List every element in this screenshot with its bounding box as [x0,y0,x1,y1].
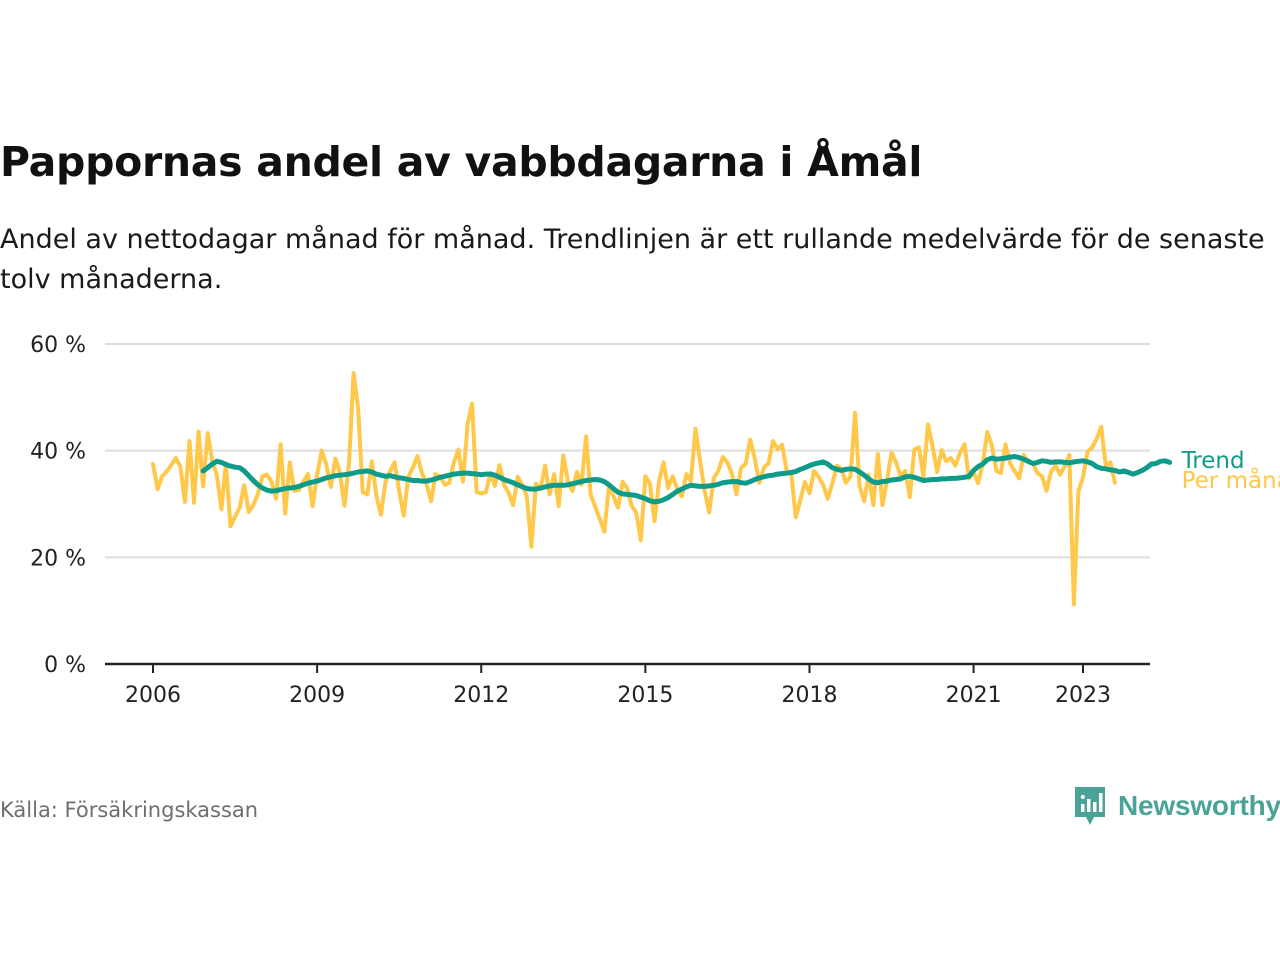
x-tick-label: 2006 [125,683,181,708]
chart-title: Pappornas andel av vabbdagarna i Åmål [0,138,923,186]
y-tick-label: 0 % [44,653,86,678]
series-line-monthly [151,371,1117,607]
y-tick-label: 20 % [30,546,86,571]
x-tick-label: 2023 [1055,683,1111,708]
series-line-trend [200,454,1173,505]
series-label-trend: Trend [1181,448,1245,474]
x-tick-label: 2009 [289,683,345,708]
x-axis-ticks: 2006 2009 2012 2015 2018 2021 2023 [125,664,1111,708]
series-label-monthly: Per månad [1182,466,1280,494]
x-tick-label: 2015 [617,683,673,708]
y-tick-label: 60 % [30,333,86,358]
newsworthy-logo-icon [1075,787,1105,825]
brand-logo: Newsworthy [1072,784,1280,828]
series-lines [151,371,1173,607]
x-tick-label: 2012 [453,683,509,708]
chart-subtitle: Andel av nettodagar månad för månad. Tre… [0,224,1265,295]
brand-name: Newsworthy [1118,790,1280,821]
y-tick-label: 40 % [30,440,86,465]
x-tick-label: 2021 [946,683,1002,708]
line-chart: 0 % 20 % 40 % 60 % 2006 2009 2012 2015 2018 2021… [30,333,1280,708]
y-axis-ticks: 0 % 20 % 40 % 60 % [30,333,86,678]
source-note: Källa: Försäkringskassan [0,798,259,822]
x-tick-label: 2018 [781,683,837,708]
